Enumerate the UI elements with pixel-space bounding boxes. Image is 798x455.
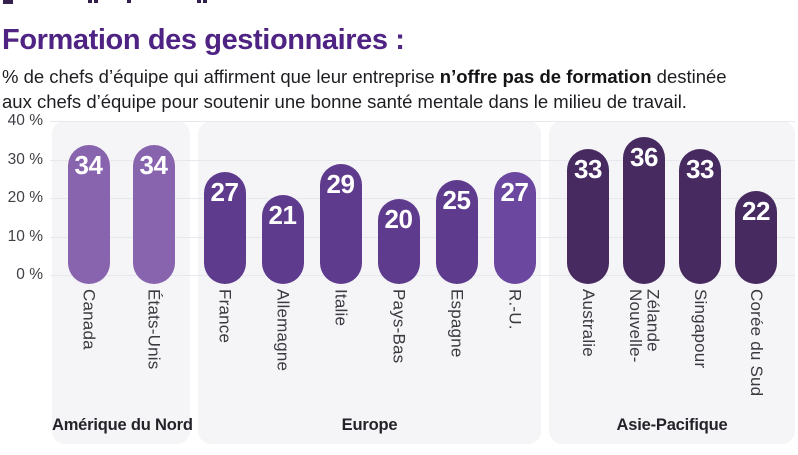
region-label: Europe <box>341 416 398 434</box>
country-label: Nouvelle- Zélande <box>623 289 665 439</box>
country-label: États-Unis <box>133 289 175 439</box>
country-label: Italie <box>320 289 362 439</box>
bar-pill: 33 <box>679 148 721 284</box>
subtitle-text: % de chefs d’équipe qui affirment que le… <box>2 65 440 87</box>
bar-value: 36 <box>630 142 658 173</box>
region-label: Amérique du Nord <box>52 416 193 434</box>
country-label: Canada <box>68 289 110 439</box>
subtitle-text: aux chefs d’équipe pour soutenir une bon… <box>2 91 687 112</box>
cropped-text-artifact <box>197 0 201 3</box>
bar-pill: 20 <box>377 199 420 284</box>
bar-value: 25 <box>442 184 471 215</box>
cropped-text-artifact <box>94 0 98 3</box>
cropped-text-artifact <box>3 0 13 4</box>
cropped-text-artifact <box>203 0 207 3</box>
bar-pill: 34 <box>132 145 175 284</box>
country-label-text: Pays-Bas <box>389 289 409 364</box>
country-label-text: Allemagne <box>273 289 293 372</box>
bar-pill: 27 <box>203 172 246 284</box>
country-label-text: France <box>215 289 235 344</box>
bar-pill: 29 <box>319 164 362 284</box>
country-label: Allemagne <box>262 289 304 439</box>
chart-subtitle: % de chefs d’équipe qui affirment que le… <box>2 64 794 115</box>
cropped-text-artifact <box>127 0 131 3</box>
country-label: Corée du Sud <box>735 289 777 439</box>
country-label-text: Canada <box>79 289 99 350</box>
country-label-text: Singapour <box>690 289 710 369</box>
country-label: France <box>204 289 246 439</box>
country-label-text: Australie <box>578 289 598 357</box>
bar-value: 33 <box>574 153 602 184</box>
country-label: Espagne <box>436 289 478 439</box>
bar-value: 34 <box>139 150 168 181</box>
bar-value: 20 <box>384 204 413 234</box>
bar-value: 21 <box>268 200 297 231</box>
bar-pill: 25 <box>435 179 478 284</box>
bar-value: 27 <box>500 177 529 208</box>
region-panel: 27 France 21 Allemagne 29 Italie 20 Pays-Bas 25 E… <box>198 121 541 444</box>
bar-value: 27 <box>210 177 239 208</box>
region-label: Asie-Pacifique <box>616 416 728 434</box>
country-label: R.-U. <box>494 289 536 439</box>
country-label: Singapour <box>679 289 721 439</box>
country-label-text: Nouvelle- Zélande <box>626 289 663 363</box>
bar-pill: 34 <box>67 145 110 284</box>
bar-pill: 33 <box>567 148 609 284</box>
page-title: Formation des gestionnaires : <box>2 24 405 57</box>
country-label-text: Corée du Sud <box>746 289 766 397</box>
subtitle-text: destinée <box>651 65 727 87</box>
bar-pill: 27 <box>493 172 536 284</box>
bar-pill: 21 <box>261 195 304 284</box>
country-label-text: États-Unis <box>144 289 164 370</box>
cropped-text-artifact <box>88 0 92 3</box>
region-panel: 34 Canada 34 États-Unis Amérique du Nord <box>52 121 193 444</box>
bar-value: 34 <box>74 150 103 181</box>
country-label: Pays-Bas <box>378 289 420 439</box>
bar-pill: 36 <box>623 137 665 284</box>
bar-value: 33 <box>686 153 714 184</box>
bar-pill: 22 <box>735 191 777 284</box>
country-label-text: R.-U. <box>505 289 525 330</box>
bar-value: 22 <box>742 196 770 227</box>
region-panel: 33 Australie 36 Nouvelle- Zélande 33 Singapou… <box>549 121 795 444</box>
country-label: Australie <box>567 289 609 439</box>
country-label-text: Espagne <box>447 289 467 358</box>
subtitle-bold-text: n’offre pas de formation <box>439 65 652 87</box>
country-label-text: Italie <box>331 289 351 327</box>
bar-value: 29 <box>326 169 355 200</box>
